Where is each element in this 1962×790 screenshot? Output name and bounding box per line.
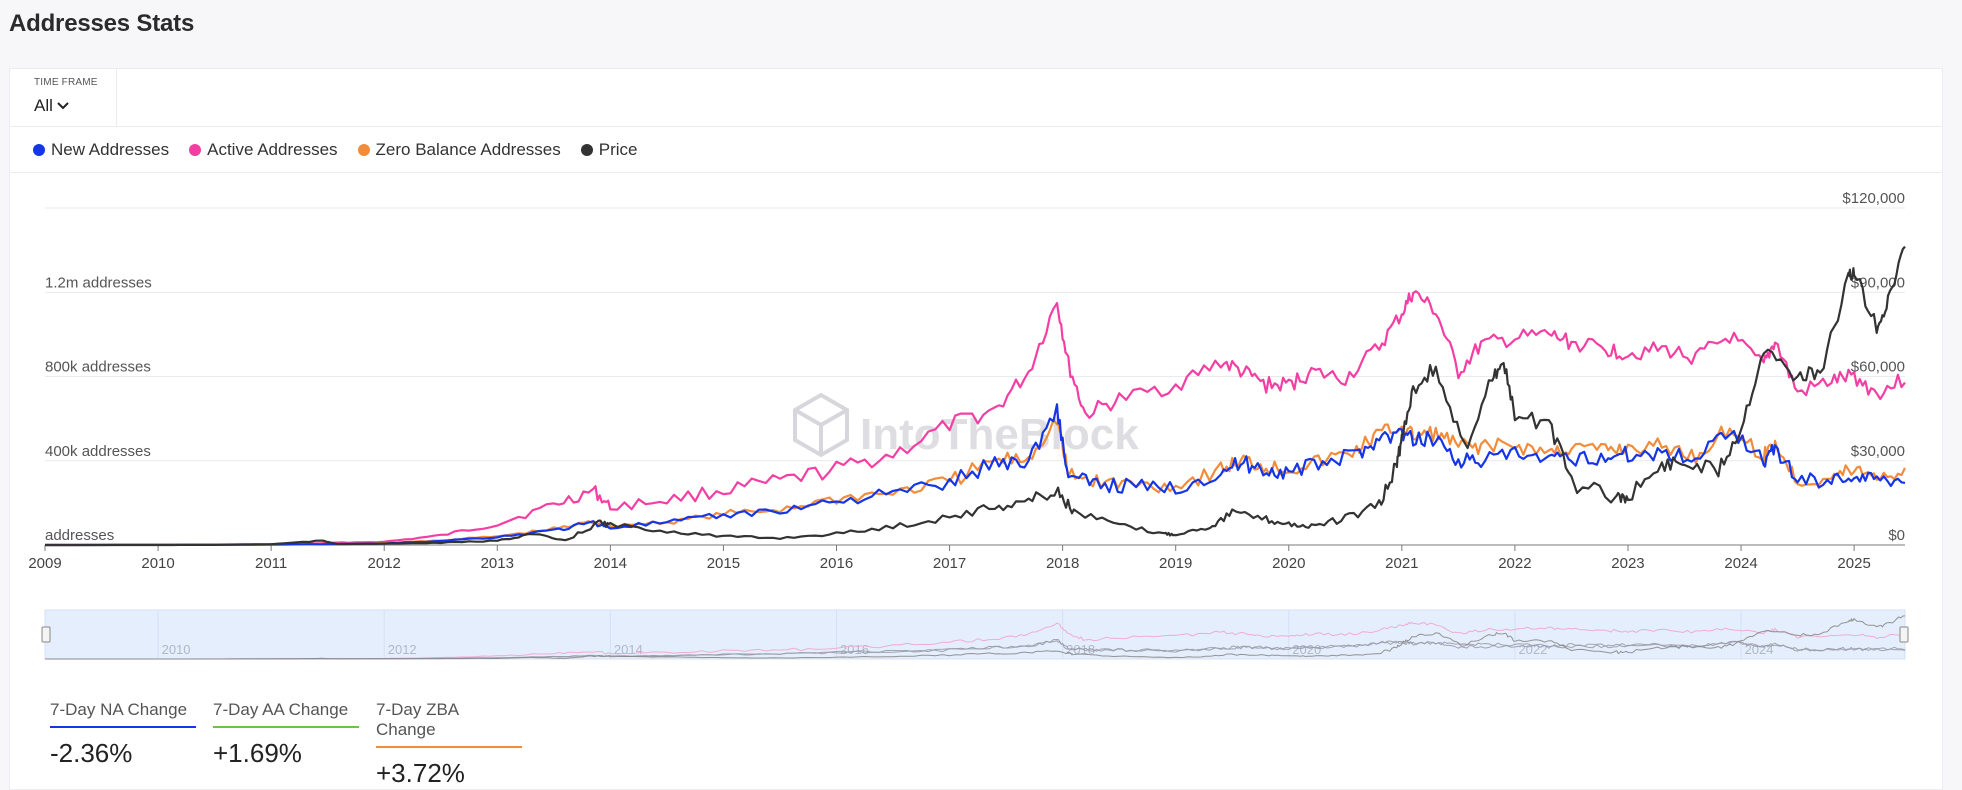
watermark-logo-icon: [793, 392, 849, 458]
stat-zba-change: 7-Day ZBA Change +3.72%: [376, 700, 522, 789]
timeframe-selector[interactable]: TIME FRAME All: [10, 69, 117, 127]
chevron-down-icon: [57, 102, 69, 110]
x-tick-label: 2023: [1611, 555, 1644, 572]
x-tick-label: 2009: [28, 555, 61, 572]
legend-item-active-addresses[interactable]: Active Addresses: [189, 139, 338, 160]
stat-na-change: 7-Day NA Change -2.36%: [50, 700, 196, 789]
page-title: Addresses Stats: [9, 10, 195, 37]
x-tick-label: 2016: [820, 555, 853, 572]
navigator-tick-label: 2020: [1292, 642, 1321, 657]
x-tick-label: 2015: [707, 555, 740, 572]
chart-card: TIME FRAME All New Addresses Active Addr…: [9, 68, 1943, 790]
stat-label: 7-Day AA Change: [213, 700, 359, 728]
y-right-tick-label: $0: [1888, 527, 1905, 544]
x-tick-label: 2020: [1272, 555, 1305, 572]
legend-label: Price: [598, 139, 638, 159]
x-tick-label: 2022: [1498, 555, 1531, 572]
navigator-tick-label: 2018: [1066, 642, 1095, 657]
x-tick-label: 2025: [1837, 555, 1870, 572]
chart-toolbar: TIME FRAME All: [10, 69, 1942, 127]
navigator-line: [45, 621, 1905, 660]
series-line-active-addresses: [45, 290, 1906, 547]
navigator-tick-label: 2010: [162, 642, 191, 657]
navigator-tick-label: 2014: [614, 642, 643, 657]
series-line-price: [45, 245, 1906, 547]
navigator-line: [45, 615, 1906, 660]
navigator-right-handle[interactable]: [1899, 626, 1909, 643]
navigator-tick-label: 2012: [388, 642, 417, 657]
navigator-left-handle[interactable]: [41, 626, 51, 643]
y-left-tick-label: 400k addresses: [45, 443, 151, 460]
chart-plot[interactable]: addresses 400k addresses 800k addresses 1.2…: [0, 0, 1962, 680]
x-tick-label: 2014: [594, 555, 627, 572]
navigator-tick-label: 2022: [1518, 642, 1547, 657]
watermark: IntoTheBlock: [860, 410, 1139, 459]
timeframe-value: All: [34, 96, 53, 115]
x-tick-label: 2019: [1159, 555, 1192, 572]
x-tick-label: 2017: [933, 555, 966, 572]
y-right-tick-label: $120,000: [1842, 190, 1905, 207]
timeframe-label: TIME FRAME: [34, 77, 98, 88]
x-tick-label: 2021: [1385, 555, 1418, 572]
stat-label: 7-Day NA Change: [50, 700, 196, 728]
stat-label: 7-Day ZBA Change: [376, 700, 522, 748]
x-tick-label: 2011: [255, 555, 287, 572]
stats-row: 7-Day NA Change -2.36% 7-Day AA Change +…: [50, 700, 522, 789]
navigator-tick-label: 2016: [840, 642, 869, 657]
x-tick-label: 2018: [1046, 555, 1079, 572]
stat-aa-change: 7-Day AA Change +1.69%: [213, 700, 359, 789]
legend-dot-icon: [189, 143, 202, 156]
legend-item-zero-balance-addresses[interactable]: Zero Balance Addresses: [357, 139, 561, 160]
y-right-tick-label: $60,000: [1851, 359, 1905, 376]
x-tick-label: 2012: [368, 555, 401, 572]
stat-value: +1.69%: [213, 738, 302, 768]
y-left-tick-label: addresses: [45, 527, 114, 544]
y-right-tick-label: $30,000: [1851, 443, 1905, 460]
y-left-tick-label: 1.2m addresses: [45, 274, 152, 291]
legend-item-price[interactable]: Price: [580, 139, 638, 160]
x-tick-label: 2013: [481, 555, 514, 572]
x-tick-label: 2010: [141, 555, 174, 572]
x-tick-label: 2024: [1724, 555, 1757, 572]
legend-label: Zero Balance Addresses: [375, 139, 561, 159]
legend-item-new-addresses[interactable]: New Addresses: [33, 140, 169, 160]
stat-value: -2.36%: [50, 738, 133, 768]
series-line-new-addresses: [45, 403, 1906, 547]
legend-dot-icon: [357, 143, 370, 156]
legend-label: New Addresses: [51, 139, 170, 159]
legend-dot-icon: [33, 143, 45, 156]
timeframe-dropdown[interactable]: All: [34, 96, 116, 116]
y-left-tick-label: 800k addresses: [45, 359, 151, 376]
stat-value: +3.72%: [376, 758, 465, 788]
legend-label: Active Addresses: [207, 139, 338, 159]
legend-dot-icon: [580, 143, 593, 156]
chart-legend: New Addresses Active Addresses Zero Bala…: [10, 127, 1942, 173]
